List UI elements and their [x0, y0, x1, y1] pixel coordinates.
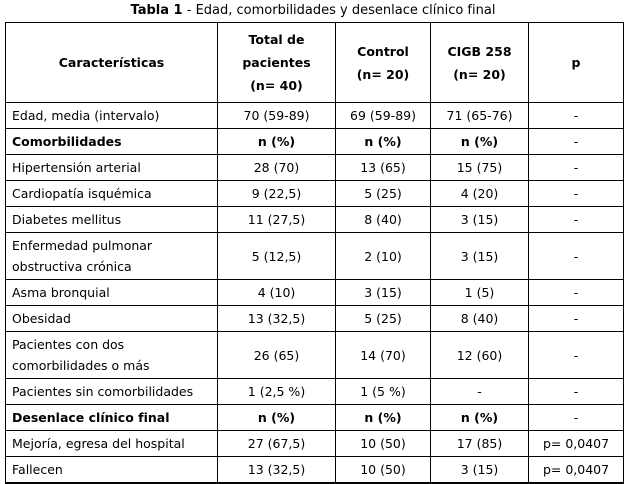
value-cell: 26 (65) — [217, 331, 336, 379]
p-value-cell: - — [528, 279, 624, 306]
value-cell: n (%) — [430, 128, 529, 155]
value-cell: n (%) — [217, 404, 336, 431]
table-row: Desenlace clínico final n (%) n (%) n (%) - — [5, 404, 624, 431]
header-row: Características Total de pacientes (n= 4… — [5, 22, 624, 103]
table-title: Tabla 1 - Edad, comorbilidades y desenla… — [0, 2, 626, 20]
p-value-cell: p= 0,0407 — [528, 456, 624, 484]
table-body: Edad, media (intervalo) 70 (59-89) 69 (59-… — [5, 102, 624, 484]
table-row: Pacientes sin comorbilidades 1 (2,5 %) 1 (… — [5, 378, 624, 405]
p-value-cell: - — [528, 180, 624, 207]
table-row: Edad, media (intervalo) 70 (59-89) 69 (59-… — [5, 102, 624, 129]
table-row: Pacientes con dos comorbilidades o más 26… — [5, 331, 624, 379]
row-label: Asma bronquial — [5, 279, 218, 306]
row-label: Pacientes con dos comorbilidades o más — [5, 331, 218, 379]
p-value-cell: - — [528, 305, 624, 332]
value-cell: 11 (27,5) — [217, 206, 336, 233]
value-cell: 13 (32,5) — [217, 305, 336, 332]
column-header-caracteristicas: Características — [5, 22, 218, 103]
value-cell: 12 (60) — [430, 331, 529, 379]
p-value-cell: - — [528, 378, 624, 405]
value-cell: 10 (50) — [335, 456, 431, 484]
row-label: Fallecen — [5, 456, 218, 484]
value-cell: 14 (70) — [335, 331, 431, 379]
row-label: Edad, media (intervalo) — [5, 102, 218, 129]
value-cell: 9 (22,5) — [217, 180, 336, 207]
table-title-text: - Edad, comorbilidades y desenlace clíni… — [182, 3, 496, 18]
value-cell: n (%) — [430, 404, 529, 431]
value-cell: 8 (40) — [430, 305, 529, 332]
value-cell: 10 (50) — [335, 430, 431, 457]
p-value-cell: - — [528, 404, 624, 431]
table-row: Comorbilidades n (%) n (%) n (%) - — [5, 128, 624, 155]
value-cell: 1 (5) — [430, 279, 529, 306]
row-label: Enfermedad pulmonar obstructiva crónica — [5, 232, 218, 280]
p-value-cell: - — [528, 154, 624, 181]
table-row: Hipertensión arterial 28 (70) 13 (65) 15 (7… — [5, 154, 624, 181]
value-cell: 5 (12,5) — [217, 232, 336, 280]
row-label: Pacientes sin comorbilidades — [5, 378, 218, 405]
value-cell: - — [430, 378, 529, 405]
table-row: Fallecen 13 (32,5) 10 (50) 3 (15) p= 0,0407 — [5, 456, 624, 484]
value-cell: 1 (2,5 %) — [217, 378, 336, 405]
p-value-cell: - — [528, 102, 624, 129]
value-cell: 70 (59-89) — [217, 102, 336, 129]
clinical-results-table: Características Total de pacientes (n= 4… — [5, 22, 624, 484]
value-cell: 8 (40) — [335, 206, 431, 233]
table-row: Asma bronquial 4 (10) 3 (15) 1 (5) - — [5, 279, 624, 306]
value-cell: 5 (25) — [335, 305, 431, 332]
row-label: Obesidad — [5, 305, 218, 332]
table-row: Diabetes mellitus 11 (27,5) 8 (40) 3 (15) - — [5, 206, 624, 233]
row-label: Mejoría, egresa del hospital — [5, 430, 218, 457]
value-cell: 13 (65) — [335, 154, 431, 181]
value-cell: 3 (15) — [430, 206, 529, 233]
value-cell: 3 (15) — [430, 456, 529, 484]
p-value-cell: - — [528, 128, 624, 155]
value-cell: 3 (15) — [430, 232, 529, 280]
column-header-cigb258: CIGB 258 (n= 20) — [430, 22, 529, 103]
value-cell: 71 (65-76) — [430, 102, 529, 129]
table-row: Enfermedad pulmonar obstructiva crónica 5… — [5, 232, 624, 280]
value-cell: 15 (75) — [430, 154, 529, 181]
row-label: Desenlace clínico final — [5, 404, 218, 431]
table-title-number: Tabla 1 — [130, 3, 183, 18]
row-label: Hipertensión arterial — [5, 154, 218, 181]
value-cell: 4 (20) — [430, 180, 529, 207]
table-row: Cardiopatía isquémica 9 (22,5) 5 (25) 4 (20… — [5, 180, 624, 207]
table-row: Mejoría, egresa del hospital 27 (67,5) 10 … — [5, 430, 624, 457]
value-cell: 5 (25) — [335, 180, 431, 207]
value-cell: 27 (67,5) — [217, 430, 336, 457]
p-value-cell: - — [528, 206, 624, 233]
value-cell: 69 (59-89) — [335, 102, 431, 129]
value-cell: 13 (32,5) — [217, 456, 336, 484]
value-cell: 17 (85) — [430, 430, 529, 457]
value-cell: 3 (15) — [335, 279, 431, 306]
row-label: Diabetes mellitus — [5, 206, 218, 233]
value-cell: 1 (5 %) — [335, 378, 431, 405]
column-header-control: Control (n= 20) — [335, 22, 431, 103]
table-row: Obesidad 13 (32,5) 5 (25) 8 (40) - — [5, 305, 624, 332]
row-label: Cardiopatía isquémica — [5, 180, 218, 207]
value-cell: 2 (10) — [335, 232, 431, 280]
row-label: Comorbilidades — [5, 128, 218, 155]
value-cell: n (%) — [335, 128, 431, 155]
column-header-total-pacientes: Total de pacientes (n= 40) — [217, 22, 336, 103]
p-value-cell: p= 0,0407 — [528, 430, 624, 457]
value-cell: n (%) — [217, 128, 336, 155]
value-cell: n (%) — [335, 404, 431, 431]
p-value-cell: - — [528, 331, 624, 379]
value-cell: 28 (70) — [217, 154, 336, 181]
value-cell: 4 (10) — [217, 279, 336, 306]
p-value-cell: - — [528, 232, 624, 280]
column-header-p: p — [528, 22, 624, 103]
